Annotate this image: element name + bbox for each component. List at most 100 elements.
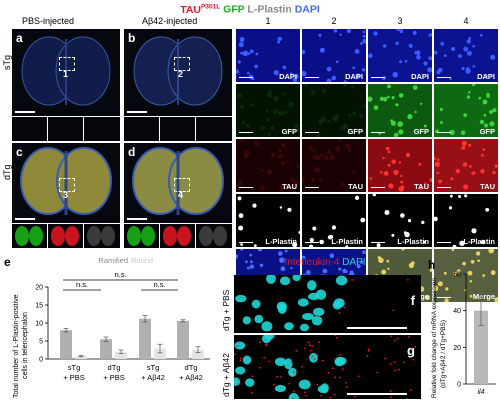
cell-dot	[294, 74, 299, 79]
cell-dot	[345, 245, 349, 247]
cell-dot	[461, 130, 466, 135]
cell-dot	[382, 44, 387, 48]
cell-dot	[332, 115, 339, 122]
nucleus	[262, 335, 272, 344]
legend-round: Round	[131, 256, 153, 265]
cell-dot	[451, 47, 456, 51]
cell-dot	[399, 29, 404, 33]
scale-bar	[305, 187, 319, 188]
cell-dot	[462, 261, 466, 266]
micrograph-tau-3: TAU	[368, 139, 432, 192]
cell-dot	[482, 99, 488, 105]
cell-dot	[355, 73, 361, 79]
cell-dot	[294, 123, 299, 129]
cell-dot	[479, 119, 485, 125]
il4-puncta	[304, 394, 307, 397]
il4-puncta	[338, 376, 341, 379]
cell-dot	[329, 154, 335, 160]
cell-dot	[270, 152, 276, 158]
cell-dot	[268, 89, 272, 93]
cell-dot	[400, 174, 403, 178]
cell-dot	[342, 268, 347, 274]
roi-box-4	[174, 178, 190, 192]
il4-puncta	[265, 344, 267, 347]
cell-dot	[483, 113, 487, 117]
cell-dot	[434, 50, 438, 55]
nucleus	[334, 356, 347, 366]
cell-dot	[308, 146, 313, 151]
cell-dot	[302, 178, 304, 183]
cell-dot	[249, 103, 254, 107]
cell-dot	[398, 186, 404, 192]
cell-dot	[391, 96, 395, 100]
cell-dot	[450, 194, 453, 198]
cell-dot	[362, 30, 366, 34]
channel-label: DAPI	[279, 72, 297, 81]
panel-e-chart: Ramified Round Total number of L-Plastin…	[13, 256, 210, 398]
il4-puncta	[394, 339, 396, 342]
panel-letter-f: f	[410, 293, 415, 308]
cell-dot	[239, 139, 245, 142]
significance-label: n.s.	[153, 280, 165, 289]
cell-dot	[238, 180, 242, 184]
micrograph-tau-4: TAU	[434, 139, 498, 192]
cell-dot	[277, 40, 281, 44]
channel-label: TAU	[414, 182, 429, 191]
panel-b-brain	[133, 36, 223, 106]
col-label-pbs: PBS-injected	[22, 16, 75, 26]
cell-dot	[392, 71, 399, 78]
panel-a-image: a 1	[12, 29, 120, 116]
bar-round	[115, 351, 127, 359]
cell-dot	[395, 41, 399, 45]
cell-dot	[376, 243, 381, 247]
cell-dot	[329, 253, 335, 258]
cell-dot	[236, 182, 242, 188]
grid-col-4: 4	[463, 16, 469, 26]
y-tick-label: 10	[35, 321, 43, 328]
cell-dot	[254, 64, 258, 69]
bar-ramified	[177, 320, 189, 359]
il4-puncta	[339, 354, 341, 356]
cell-dot	[466, 50, 472, 56]
cell-dot	[282, 92, 286, 96]
cell-dot	[335, 60, 339, 64]
il4-puncta	[343, 306, 346, 309]
roi-number-2: 2	[178, 69, 184, 79]
nucleus	[297, 298, 309, 307]
nucleus	[254, 314, 264, 324]
cell-dot	[485, 207, 490, 212]
il4-puncta	[341, 368, 344, 371]
cell-dot	[359, 94, 362, 98]
micrograph-dapi-1: DAPI	[236, 29, 300, 82]
cell-dot	[469, 294, 473, 298]
cell-dot	[472, 65, 476, 68]
cell-dot	[282, 65, 287, 70]
cell-dot	[260, 125, 265, 131]
cell-dot	[478, 96, 482, 100]
il4-puncta	[251, 391, 253, 394]
cell-dot	[467, 270, 473, 276]
cell-dot	[459, 240, 465, 246]
il4-puncta	[311, 355, 314, 358]
cell-dot	[440, 108, 443, 112]
micrograph-tau-1: TAU	[236, 139, 300, 192]
cell-dot	[326, 78, 332, 82]
il4-puncta	[376, 371, 379, 374]
grid-col-2: 2	[331, 16, 337, 26]
cell-dot	[416, 54, 421, 60]
cell-dot	[238, 213, 244, 218]
panel-c-brain	[20, 147, 112, 215]
cell-dot	[470, 259, 475, 264]
cell-dot	[257, 249, 263, 252]
y-tick-label: 60	[453, 272, 461, 279]
cell-dot	[236, 256, 238, 259]
micrograph-gfp-3: GFP	[368, 84, 432, 137]
nucleus	[274, 357, 287, 367]
micrograph-dapi-2: DAPI	[302, 29, 366, 82]
cell-dot	[373, 31, 378, 36]
scale-bar	[371, 77, 385, 78]
x-tick-label: + Aβ42	[179, 373, 203, 382]
il4-puncta	[311, 345, 314, 347]
il4-puncta	[393, 361, 396, 363]
cell-dot	[361, 68, 366, 72]
